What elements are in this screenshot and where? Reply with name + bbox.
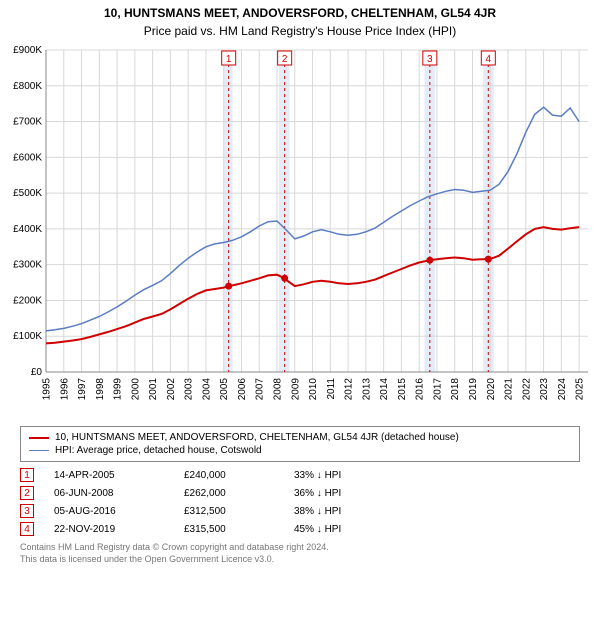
svg-text:2013: 2013 <box>361 378 372 401</box>
svg-text:2024: 2024 <box>557 378 568 401</box>
svg-text:2005: 2005 <box>219 378 230 401</box>
svg-text:2003: 2003 <box>184 378 195 401</box>
page-subtitle: Price paid vs. HM Land Registry's House … <box>0 20 600 42</box>
chart-legend: 10, HUNTSMANS MEET, ANDOVERSFORD, CHELTE… <box>20 426 580 462</box>
footer-line: This data is licensed under the Open Gov… <box>20 554 580 566</box>
svg-text:£600K: £600K <box>13 152 42 163</box>
svg-text:1996: 1996 <box>59 378 70 401</box>
svg-text:2023: 2023 <box>539 378 550 401</box>
legend-label: 10, HUNTSMANS MEET, ANDOVERSFORD, CHELTE… <box>55 432 459 443</box>
svg-text:£700K: £700K <box>13 117 42 128</box>
legend-item: HPI: Average price, detached house, Cots… <box>29 444 571 457</box>
svg-text:2016: 2016 <box>415 378 426 401</box>
svg-text:1997: 1997 <box>77 378 88 401</box>
svg-text:2015: 2015 <box>397 378 408 401</box>
sale-price: £262,000 <box>184 488 274 499</box>
svg-text:2014: 2014 <box>379 378 390 401</box>
sale-date: 14-APR-2005 <box>54 470 164 481</box>
svg-text:2025: 2025 <box>575 378 586 401</box>
svg-text:1998: 1998 <box>95 378 106 401</box>
svg-text:2019: 2019 <box>468 378 479 401</box>
svg-text:2009: 2009 <box>290 378 301 401</box>
sale-date: 22-NOV-2019 <box>54 524 164 535</box>
sale-diff: 36% ↓ HPI <box>294 488 404 499</box>
sale-row: 3 05-AUG-2016 £312,500 38% ↓ HPI <box>20 502 580 520</box>
svg-text:2001: 2001 <box>148 378 159 401</box>
sale-date: 05-AUG-2016 <box>54 506 164 517</box>
footer-line: Contains HM Land Registry data © Crown c… <box>20 542 580 554</box>
sale-number-box: 2 <box>20 486 34 500</box>
sale-row: 2 06-JUN-2008 £262,000 36% ↓ HPI <box>20 484 580 502</box>
svg-text:£400K: £400K <box>13 224 42 235</box>
svg-text:1995: 1995 <box>42 378 53 401</box>
svg-text:£200K: £200K <box>13 295 42 306</box>
svg-text:2017: 2017 <box>432 378 443 401</box>
page-title: 10, HUNTSMANS MEET, ANDOVERSFORD, CHELTE… <box>0 0 600 20</box>
legend-swatch <box>29 450 49 451</box>
sales-table: 1 14-APR-2005 £240,000 33% ↓ HPI 2 06-JUN-200… <box>20 466 580 538</box>
svg-text:£900K: £900K <box>13 45 42 56</box>
svg-text:£100K: £100K <box>13 331 42 342</box>
sale-diff: 33% ↓ HPI <box>294 470 404 481</box>
legend-label: HPI: Average price, detached house, Cots… <box>55 445 262 456</box>
svg-text:2008: 2008 <box>273 378 284 401</box>
sale-price: £240,000 <box>184 470 274 481</box>
svg-text:£800K: £800K <box>13 81 42 92</box>
sale-number-box: 4 <box>20 522 34 536</box>
svg-text:£500K: £500K <box>13 188 42 199</box>
svg-text:2002: 2002 <box>166 378 177 401</box>
sale-date: 06-JUN-2008 <box>54 488 164 499</box>
sale-number-box: 3 <box>20 504 34 518</box>
svg-text:2004: 2004 <box>201 378 212 401</box>
svg-text:2010: 2010 <box>308 378 319 401</box>
legend-swatch <box>29 437 49 439</box>
svg-text:2022: 2022 <box>521 378 532 401</box>
svg-text:1: 1 <box>226 54 232 65</box>
sale-row: 4 22-NOV-2019 £315,500 45% ↓ HPI <box>20 520 580 538</box>
sale-diff: 45% ↓ HPI <box>294 524 404 535</box>
svg-text:£0: £0 <box>31 367 43 378</box>
svg-text:2011: 2011 <box>326 378 337 400</box>
svg-text:3: 3 <box>427 54 433 65</box>
svg-text:2020: 2020 <box>486 378 497 401</box>
svg-text:2006: 2006 <box>237 378 248 401</box>
sale-diff: 38% ↓ HPI <box>294 506 404 517</box>
svg-text:£300K: £300K <box>13 260 42 271</box>
svg-text:1999: 1999 <box>113 378 124 401</box>
svg-text:2007: 2007 <box>255 378 266 401</box>
sale-row: 1 14-APR-2005 £240,000 33% ↓ HPI <box>20 466 580 484</box>
sale-price: £315,500 <box>184 524 274 535</box>
svg-text:4: 4 <box>486 54 492 65</box>
price-chart: £0 £100K £200K £300K £400K £500K £600K £700K £80… <box>0 42 600 422</box>
legend-item: 10, HUNTSMANS MEET, ANDOVERSFORD, CHELTE… <box>29 431 571 444</box>
footer-attribution: Contains HM Land Registry data © Crown c… <box>20 542 580 565</box>
svg-text:2000: 2000 <box>130 378 141 401</box>
svg-text:2018: 2018 <box>450 378 461 401</box>
svg-text:2021: 2021 <box>504 378 515 401</box>
sale-price: £312,500 <box>184 506 274 517</box>
svg-text:2012: 2012 <box>344 378 355 401</box>
sale-number-box: 1 <box>20 468 34 482</box>
svg-text:2: 2 <box>282 54 288 65</box>
